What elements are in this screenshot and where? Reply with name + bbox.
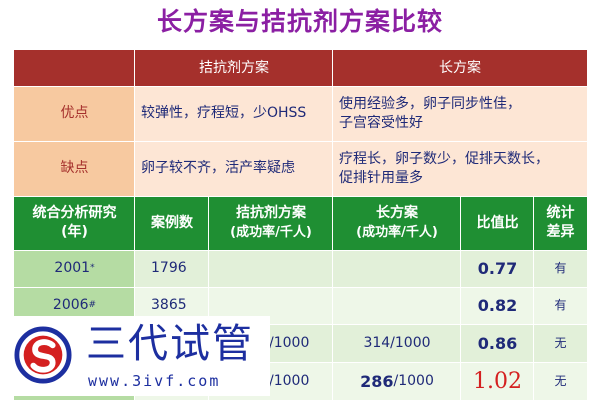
cons-antagonist: 卵子较不齐，活产率疑虑 — [135, 141, 333, 196]
row4-long-bold: 286 — [360, 371, 394, 391]
divider — [14, 250, 587, 251]
header-long: 长方案 — [333, 50, 587, 86]
col-long-label: 长方案 — [376, 205, 418, 221]
col-study-sub: (年) — [61, 224, 88, 240]
page-title: 长方案与拮抗剂方案比较 — [156, 7, 443, 36]
s-logo-icon — [14, 326, 72, 384]
divider — [14, 141, 587, 142]
watermark-name: 三代试管 — [86, 321, 254, 367]
row2-diff: 有 — [534, 287, 587, 324]
col-antagonist-label: 拮抗剂方案 — [236, 205, 306, 221]
row1-year-text: 2001 — [54, 260, 91, 276]
cons-label: 缺点 — [14, 141, 135, 196]
row1-diff: 有 — [534, 250, 587, 287]
row4-long: 286/1000 — [333, 362, 461, 400]
divider — [460, 196, 461, 400]
col-study: 统合分析研究 (年) — [14, 196, 135, 250]
col-study-label: 统合分析研究 — [32, 205, 117, 221]
row1-year-mark: * — [90, 263, 95, 273]
row2-year-mark: # — [88, 300, 97, 310]
divider — [14, 324, 587, 325]
divider — [14, 287, 587, 288]
row1-cases: 1796 — [135, 250, 209, 287]
header-antagonist: 拮抗剂方案 — [135, 50, 333, 86]
row2-year-text: 2006 — [52, 297, 89, 313]
col-ratio: 比值比 — [461, 196, 534, 250]
watermark: 三代试管 www.3ivf.com — [4, 316, 270, 396]
cons-long-line2: 促排针用量多 — [339, 169, 423, 186]
row3-ratio: 0.86 — [461, 324, 534, 362]
row3-diff: 无 — [534, 324, 587, 362]
row3-long: 314/1000 — [333, 324, 461, 362]
row4-diff: 无 — [534, 362, 587, 400]
col-long-sub: (成功率/千人) — [356, 225, 438, 240]
pros-long-line2: 子宫容受性好 — [339, 114, 423, 131]
divider — [14, 362, 587, 363]
col-diff-sub: 差异 — [546, 224, 575, 240]
col-antagonist: 拮抗剂方案 (成功率/千人) — [209, 196, 333, 250]
row2-long — [333, 287, 461, 324]
watermark-url: www.3ivf.com — [88, 372, 221, 390]
divider — [14, 196, 587, 197]
col-antagonist-sub: (成功率/千人) — [230, 225, 312, 240]
pros-antagonist: 较弹性，疗程短，少OHSS — [135, 86, 333, 141]
divider — [14, 86, 587, 87]
divider — [533, 196, 534, 400]
row1-long — [333, 250, 461, 287]
col-diff: 统计 差异 — [534, 196, 587, 250]
pros-label: 优点 — [14, 86, 135, 141]
cons-long-line1: 疗程长，卵子数少，促排天数长， — [339, 150, 549, 167]
pros-long: 使用经验多，卵子同步性佳， 子宫容受性好 — [333, 86, 587, 141]
divider — [208, 196, 209, 400]
divider — [332, 196, 333, 400]
divider — [134, 50, 135, 400]
divider — [332, 50, 333, 196]
col-long: 长方案 (成功率/千人) — [333, 196, 461, 250]
cons-long: 疗程长，卵子数少，促排天数长， 促排针用量多 — [333, 141, 587, 196]
row4-ratio: 1.02 — [461, 362, 534, 400]
pros-long-line1: 使用经验多，卵子同步性佳， — [339, 95, 521, 112]
row2-ratio: 0.82 — [461, 287, 534, 324]
row1-ratio: 0.77 — [461, 250, 534, 287]
col-diff-label: 统计 — [546, 205, 575, 221]
row1-antagonist — [209, 250, 333, 287]
col-cases: 案例数 — [135, 196, 209, 250]
row1-year: 2001 * — [14, 250, 135, 287]
row4-long-rest: /1000 — [393, 372, 434, 389]
header-corner — [14, 50, 135, 86]
